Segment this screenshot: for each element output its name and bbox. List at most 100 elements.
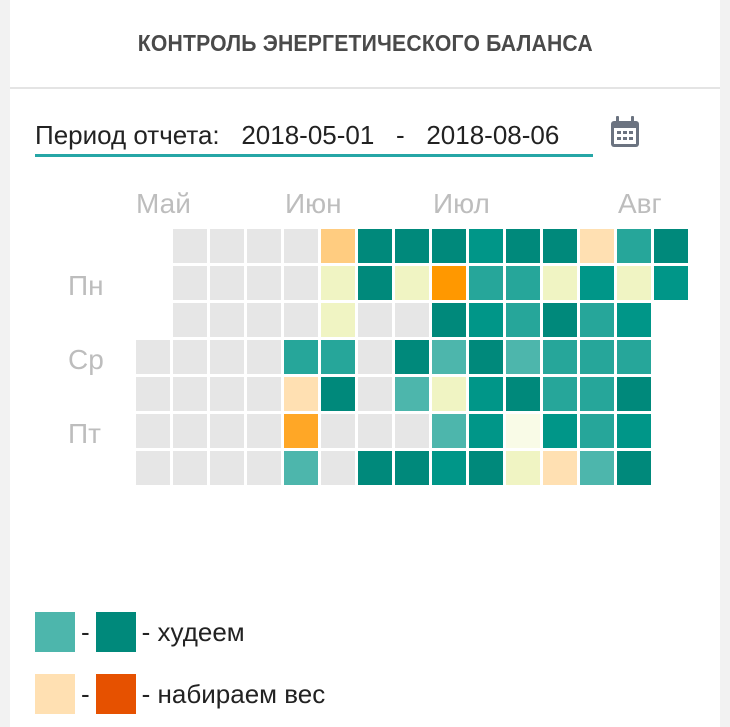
heatmap-cell[interactable]	[284, 303, 318, 337]
heatmap-cell[interactable]	[321, 414, 355, 448]
heatmap-cell[interactable]	[284, 229, 318, 263]
heatmap-cell[interactable]	[617, 414, 651, 448]
heatmap-cell[interactable]	[210, 377, 244, 411]
heatmap-cell[interactable]	[654, 266, 688, 300]
heatmap-cell[interactable]	[543, 303, 577, 337]
heatmap-cell[interactable]	[395, 266, 429, 300]
heatmap-cell[interactable]	[173, 303, 207, 337]
heatmap-cell[interactable]	[173, 266, 207, 300]
heatmap-cell[interactable]	[543, 414, 577, 448]
heatmap-cell[interactable]	[543, 266, 577, 300]
heatmap-cell[interactable]	[543, 451, 577, 485]
heatmap-cell[interactable]	[654, 229, 688, 263]
heatmap-cell[interactable]	[358, 340, 392, 374]
heatmap-cell[interactable]	[247, 303, 281, 337]
heatmap-cell[interactable]	[247, 266, 281, 300]
heatmap-cell[interactable]	[136, 451, 170, 485]
heatmap-cell[interactable]	[210, 229, 244, 263]
heatmap-cell[interactable]	[469, 377, 503, 411]
heatmap-cell[interactable]	[469, 303, 503, 337]
heatmap-cell[interactable]	[173, 451, 207, 485]
heatmap-cell[interactable]	[284, 451, 318, 485]
heatmap-cell[interactable]	[469, 451, 503, 485]
heatmap-cell[interactable]	[617, 340, 651, 374]
heatmap-cell[interactable]	[395, 451, 429, 485]
heatmap-cell[interactable]	[395, 377, 429, 411]
heatmap-cell[interactable]	[247, 229, 281, 263]
heatmap-cell[interactable]	[284, 414, 318, 448]
heatmap-cell[interactable]	[543, 340, 577, 374]
heatmap-cell[interactable]	[432, 377, 466, 411]
heatmap-cell[interactable]	[469, 229, 503, 263]
heatmap-cell[interactable]	[173, 377, 207, 411]
heatmap-cell[interactable]	[506, 414, 540, 448]
heatmap-cell[interactable]	[210, 266, 244, 300]
heatmap-cell[interactable]	[284, 377, 318, 411]
heatmap-cell[interactable]	[284, 340, 318, 374]
heatmap-cell[interactable]	[321, 229, 355, 263]
heatmap-cell[interactable]	[173, 414, 207, 448]
heatmap-cell[interactable]	[173, 229, 207, 263]
heatmap-cell[interactable]	[580, 303, 614, 337]
heatmap-cell[interactable]	[210, 340, 244, 374]
heatmap-cell[interactable]	[580, 340, 614, 374]
heatmap-cell[interactable]	[506, 377, 540, 411]
heatmap-cell[interactable]	[173, 340, 207, 374]
heatmap-cell[interactable]	[432, 451, 466, 485]
heatmap-cell[interactable]	[432, 340, 466, 374]
heatmap-cell[interactable]	[617, 266, 651, 300]
heatmap-cell[interactable]	[321, 377, 355, 411]
period-field[interactable]: Период отчета: 2018-05-01 - 2018-08-06	[35, 116, 593, 157]
heatmap-cell[interactable]	[358, 266, 392, 300]
heatmap-cell[interactable]	[617, 303, 651, 337]
heatmap-cell[interactable]	[321, 451, 355, 485]
heatmap-cell[interactable]	[210, 303, 244, 337]
period-start[interactable]: 2018-05-01	[241, 119, 375, 150]
heatmap-cell[interactable]	[580, 229, 614, 263]
heatmap-cell[interactable]	[247, 340, 281, 374]
heatmap-cell[interactable]	[321, 266, 355, 300]
heatmap-cell[interactable]	[284, 266, 318, 300]
heatmap-cell[interactable]	[136, 377, 170, 411]
heatmap-cell[interactable]	[247, 414, 281, 448]
heatmap-cell[interactable]	[395, 303, 429, 337]
heatmap-cell[interactable]	[136, 414, 170, 448]
heatmap-cell[interactable]	[358, 451, 392, 485]
heatmap-cell[interactable]	[395, 229, 429, 263]
heatmap-cell[interactable]	[358, 229, 392, 263]
heatmap-cell[interactable]	[617, 451, 651, 485]
heatmap-cell[interactable]	[136, 340, 170, 374]
heatmap-cell[interactable]	[247, 377, 281, 411]
heatmap-cell[interactable]	[432, 414, 466, 448]
heatmap-cell[interactable]	[543, 229, 577, 263]
heatmap-cell[interactable]	[580, 451, 614, 485]
heatmap-cell[interactable]	[358, 377, 392, 411]
heatmap-cell[interactable]	[210, 414, 244, 448]
heatmap-cell[interactable]	[358, 414, 392, 448]
heatmap-cell[interactable]	[506, 340, 540, 374]
heatmap-cell[interactable]	[506, 303, 540, 337]
heatmap-cell[interactable]	[395, 414, 429, 448]
heatmap-cell[interactable]	[580, 377, 614, 411]
heatmap-cell[interactable]	[506, 451, 540, 485]
heatmap-cell[interactable]	[469, 340, 503, 374]
heatmap-cell[interactable]	[358, 303, 392, 337]
heatmap-cell[interactable]	[432, 303, 466, 337]
heatmap-cell[interactable]	[247, 451, 281, 485]
heatmap-cell[interactable]	[617, 377, 651, 411]
calendar-icon[interactable]	[610, 116, 640, 148]
heatmap-cell[interactable]	[617, 229, 651, 263]
heatmap-cell[interactable]	[432, 229, 466, 263]
heatmap-cell[interactable]	[395, 340, 429, 374]
period-end[interactable]: 2018-08-06	[426, 119, 560, 150]
heatmap-cell[interactable]	[506, 229, 540, 263]
heatmap-cell[interactable]	[321, 303, 355, 337]
heatmap-cell[interactable]	[210, 451, 244, 485]
heatmap-cell[interactable]	[580, 266, 614, 300]
heatmap-cell[interactable]	[469, 266, 503, 300]
heatmap-cell[interactable]	[506, 266, 540, 300]
heatmap-cell[interactable]	[580, 414, 614, 448]
heatmap-cell[interactable]	[432, 266, 466, 300]
heatmap-cell[interactable]	[543, 377, 577, 411]
heatmap-cell[interactable]	[469, 414, 503, 448]
